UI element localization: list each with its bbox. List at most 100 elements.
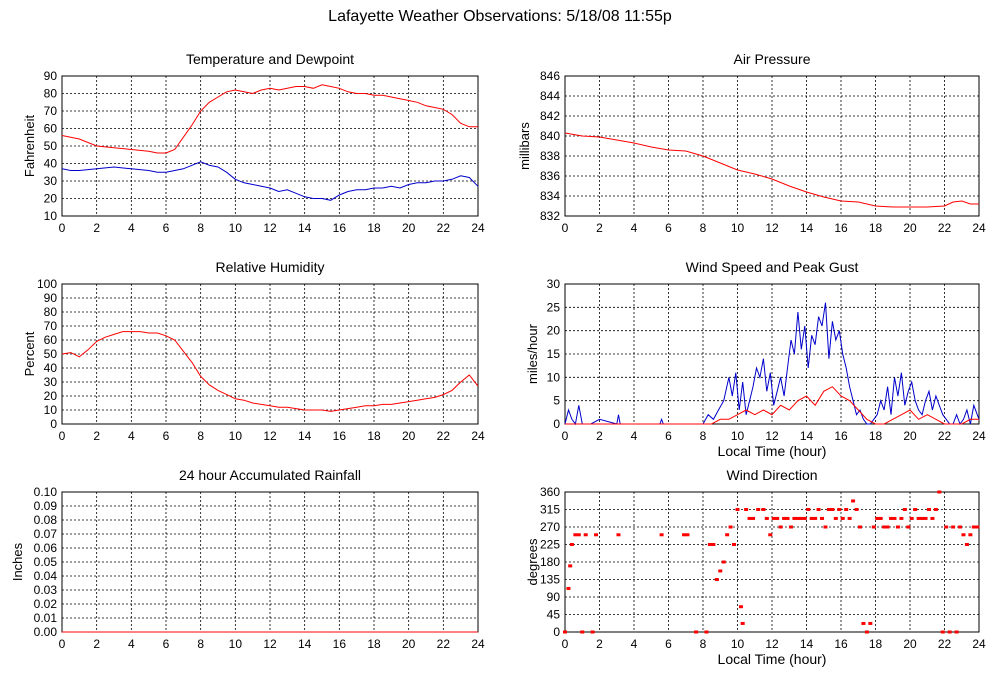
plot-frame bbox=[564, 283, 980, 425]
y-tick-label: 842 bbox=[540, 109, 560, 123]
x-tick-label: 22 bbox=[437, 637, 451, 651]
data-point bbox=[569, 543, 574, 546]
y-tick-label: 0 bbox=[553, 625, 560, 639]
x-tick-label: 10 bbox=[229, 637, 243, 651]
y-tick-label: 30 bbox=[44, 174, 58, 188]
x-tick-label: 12 bbox=[765, 637, 779, 651]
data-point bbox=[975, 525, 980, 529]
x-tick-label: 12 bbox=[263, 429, 277, 443]
data-point bbox=[971, 525, 976, 529]
data-point bbox=[923, 516, 928, 520]
data-point bbox=[809, 516, 814, 520]
y-tick-label: 80 bbox=[44, 87, 58, 101]
data-point bbox=[875, 516, 880, 520]
y-tick-label: 0.01 bbox=[34, 611, 58, 625]
data-point bbox=[764, 516, 769, 520]
x-tick-label: 16 bbox=[333, 637, 347, 651]
data-point bbox=[847, 516, 852, 520]
data-point bbox=[833, 516, 838, 520]
x-tick-label: 24 bbox=[972, 637, 986, 651]
y-tick-label: 0.10 bbox=[34, 485, 58, 499]
x-tick-label: 4 bbox=[128, 637, 135, 651]
y-tick-label: 40 bbox=[44, 361, 58, 375]
data-point bbox=[714, 578, 719, 581]
data-point bbox=[756, 508, 761, 511]
x-tick-label: 14 bbox=[298, 221, 312, 235]
data-point bbox=[878, 516, 883, 520]
chart-temp: 0 2 4 6 8 10 12 14 16 18 20 22 24102030405060708090T… bbox=[22, 51, 485, 235]
y-tick-label: 15 bbox=[547, 347, 561, 361]
x-tick-label: 6 bbox=[665, 637, 672, 651]
x-tick-label: 18 bbox=[869, 429, 883, 443]
chart-title: Relative Humidity bbox=[216, 259, 325, 275]
x-tick-label: 0 bbox=[59, 429, 66, 443]
data-point bbox=[830, 508, 835, 511]
y-tick-label: 0.07 bbox=[34, 527, 58, 541]
x-tick-label: 4 bbox=[128, 429, 135, 443]
x-tick-label: 24 bbox=[972, 221, 986, 235]
data-point bbox=[768, 533, 773, 537]
x-tick-label: 20 bbox=[903, 221, 917, 235]
data-point bbox=[920, 516, 925, 520]
data-point bbox=[933, 508, 938, 511]
y-tick-label: 840 bbox=[540, 129, 560, 143]
x-tick-label: 18 bbox=[367, 221, 381, 235]
y-tick-label: 20 bbox=[44, 389, 58, 403]
data-point bbox=[738, 605, 743, 609]
data-point bbox=[751, 516, 756, 520]
data-point bbox=[892, 516, 897, 520]
series-line-red bbox=[564, 132, 979, 208]
x-tick-label: 20 bbox=[903, 637, 917, 651]
data-point bbox=[854, 508, 859, 511]
y-tick-label: 0.09 bbox=[34, 499, 58, 513]
data-point bbox=[566, 586, 571, 590]
x-tick-label: 14 bbox=[800, 637, 814, 651]
x-axis-label: Local Time (hour) bbox=[718, 651, 827, 667]
x-tick-label: 0 bbox=[562, 637, 569, 651]
y-tick-label: 90 bbox=[44, 291, 58, 305]
data-point bbox=[576, 533, 581, 537]
y-tick-label: 30 bbox=[547, 277, 561, 291]
y-tick-label: 0.05 bbox=[34, 555, 58, 569]
y-tick-label: 10 bbox=[547, 370, 561, 384]
data-point bbox=[951, 525, 956, 529]
page-title: Lafayette Weather Observations: 5/18/08 … bbox=[328, 8, 672, 25]
x-tick-label: 12 bbox=[263, 221, 277, 235]
x-tick-label: 16 bbox=[834, 637, 848, 651]
x-tick-label: 2 bbox=[93, 429, 100, 443]
series-line-red bbox=[565, 386, 979, 425]
chart-rain: 0 2 4 6 8 10 12 14 16 18 20 22 240.000.010.020.030.0… bbox=[10, 467, 485, 651]
data-point bbox=[568, 564, 573, 568]
y-tick-label: 834 bbox=[540, 189, 560, 203]
chart-title: Wind Direction bbox=[726, 467, 817, 483]
data-point bbox=[826, 508, 831, 511]
data-point bbox=[792, 516, 797, 520]
chart-title: Temperature and Dewpoint bbox=[186, 51, 354, 67]
y-tick-label: 832 bbox=[540, 209, 560, 223]
data-point bbox=[735, 508, 740, 511]
data-point bbox=[563, 630, 567, 634]
x-axis-label: Local Time (hour) bbox=[718, 443, 827, 459]
x-tick-label: 16 bbox=[834, 221, 848, 235]
data-point bbox=[851, 499, 856, 503]
data-point bbox=[725, 533, 730, 537]
y-tick-label: 270 bbox=[540, 520, 560, 534]
x-tick-label: 18 bbox=[869, 637, 883, 651]
data-point bbox=[899, 516, 904, 520]
y-tick-label: 0 bbox=[50, 417, 57, 431]
data-point bbox=[882, 525, 887, 529]
x-tick-label: 6 bbox=[163, 637, 170, 651]
y-axis-label: Percent bbox=[22, 331, 37, 376]
y-tick-label: 50 bbox=[44, 347, 58, 361]
y-tick-label: 25 bbox=[547, 300, 561, 314]
data-point bbox=[944, 525, 949, 529]
x-tick-label: 22 bbox=[437, 429, 451, 443]
y-tick-label: 315 bbox=[540, 503, 560, 517]
y-tick-label: 60 bbox=[44, 333, 58, 347]
y-tick-label: 20 bbox=[547, 324, 561, 338]
data-point bbox=[778, 525, 783, 529]
data-point bbox=[573, 533, 578, 537]
y-tick-label: 70 bbox=[44, 319, 58, 333]
